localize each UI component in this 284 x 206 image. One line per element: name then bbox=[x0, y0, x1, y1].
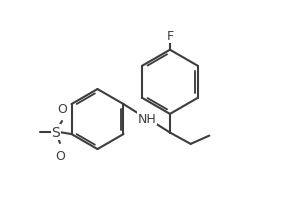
Text: O: O bbox=[55, 150, 65, 162]
Text: F: F bbox=[166, 30, 174, 43]
Text: O: O bbox=[57, 102, 67, 115]
Text: NH: NH bbox=[137, 112, 156, 125]
Text: S: S bbox=[52, 125, 60, 139]
